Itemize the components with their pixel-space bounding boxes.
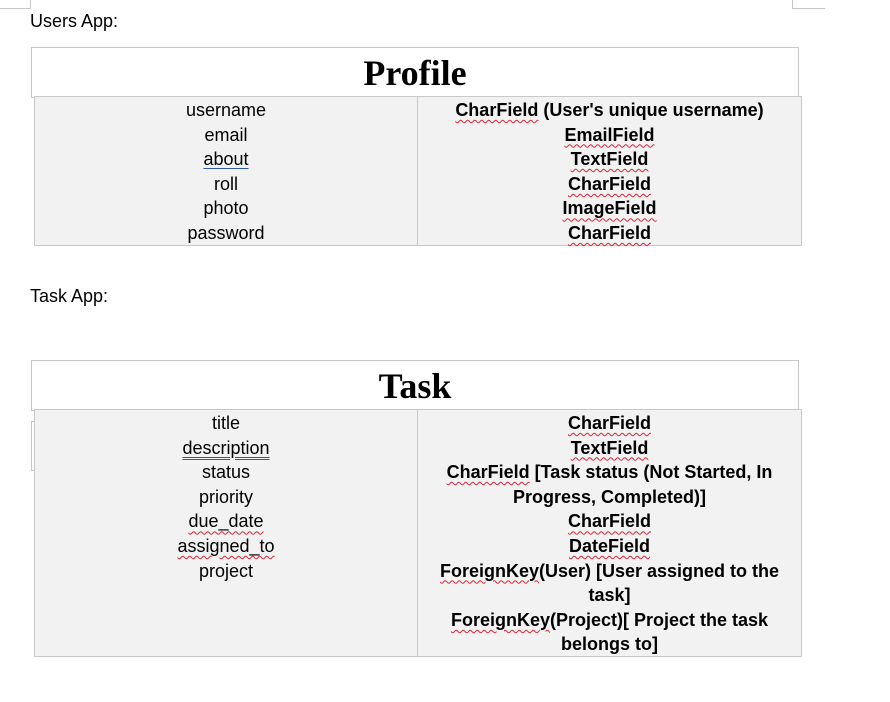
- field-type: CharField: [428, 509, 791, 534]
- field-name: username: [185, 100, 267, 120]
- field-type: TextField: [428, 147, 791, 172]
- field-name: project: [198, 560, 254, 581]
- page-corner-mark-right: [792, 0, 825, 9]
- task-fields-table: title description status priority due_da…: [34, 409, 802, 657]
- field-name: email: [204, 124, 248, 145]
- field-type: TextField: [428, 436, 791, 461]
- field-name: status: [201, 462, 251, 483]
- field-type: CharField: [428, 172, 791, 197]
- field-name-text: description: [182, 437, 270, 458]
- table-edge-fragment: [31, 421, 36, 471]
- page-corner-mark-left: [0, 0, 31, 9]
- field-type: ForeignKey(Project)[ Project the task be…: [428, 608, 791, 657]
- field-name-text: due_date: [188, 511, 264, 532]
- field-type-note: (Project)[ Project the task belongs to]: [549, 609, 769, 655]
- field-type: CharField (User's unique username): [428, 98, 791, 123]
- field-type-name: ForeignKey: [450, 609, 550, 630]
- field-name: roll: [213, 173, 238, 194]
- field-type: EmailField: [428, 123, 791, 148]
- field-type-name: ImageField: [562, 198, 657, 219]
- profile-field-types-column: CharField (User's unique username) Email…: [418, 97, 801, 245]
- field-type: CharField: [428, 221, 791, 246]
- field-type: DateField: [428, 534, 791, 559]
- task-field-names-column: title description status priority due_da…: [35, 410, 418, 656]
- profile-table-title: Profile: [31, 47, 799, 98]
- task-table-title: Task: [31, 360, 799, 411]
- field-type-name: CharField: [567, 222, 651, 243]
- field-type-name: CharField: [446, 462, 530, 483]
- task-field-types-column: CharField TextField CharField [Task stat…: [418, 410, 801, 656]
- field-type-name: CharField: [455, 100, 539, 120]
- field-type: ForeignKey(User) [User assigned to the t…: [428, 559, 791, 608]
- field-type-note: (User's unique username): [538, 100, 764, 120]
- field-type-name: CharField: [567, 173, 651, 194]
- field-type-name: DateField: [568, 535, 651, 556]
- field-name: password: [187, 222, 265, 243]
- profile-field-names-column: username email about roll photo password: [35, 97, 418, 245]
- field-name: priority: [198, 486, 253, 507]
- field-type-name: TextField: [570, 149, 649, 170]
- field-name: about: [35, 147, 417, 172]
- field-type-name: EmailField: [564, 124, 655, 145]
- task-app-label: Task App:: [30, 286, 109, 306]
- field-type-note: [Task status (Not Started, In Progress, …: [512, 462, 773, 507]
- field-name: title: [211, 413, 240, 433]
- field-type-note: (User) [User assigned to the task]: [538, 560, 780, 606]
- profile-fields-table: username email about roll photo password…: [34, 96, 802, 246]
- field-type-name: CharField: [567, 413, 651, 433]
- field-type-name: ForeignKey: [439, 560, 539, 581]
- field-name: description: [35, 436, 417, 461]
- field-type: ImageField: [428, 196, 791, 221]
- field-name: due_date: [35, 509, 417, 534]
- field-type-name: CharField: [567, 511, 651, 532]
- users-app-label: Users App:: [30, 11, 119, 31]
- field-name-text: about: [203, 149, 249, 170]
- field-name: photo: [203, 198, 249, 219]
- field-name-text: assigned_to: [177, 535, 275, 556]
- field-name: assigned_to: [35, 534, 417, 559]
- field-type: CharField: [428, 411, 791, 436]
- field-type-name: TextField: [570, 437, 649, 458]
- field-type: CharField [Task status (Not Started, In …: [428, 460, 791, 509]
